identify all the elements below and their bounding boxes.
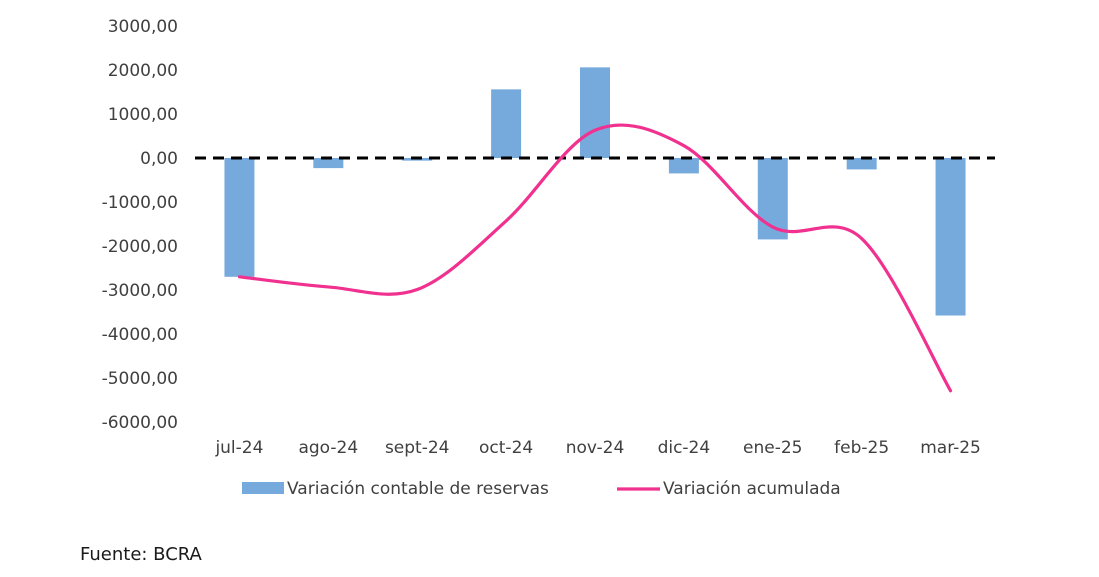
line-variacion-acumulada (237, 123, 953, 393)
x-tick-label: sept-24 (385, 438, 450, 458)
y-axis-tick-labels: 3000,00 2000,00 1000,00 0,00 -1000,00 -2000,0… (102, 17, 178, 433)
x-tick-label: mar-25 (920, 438, 981, 458)
x-tick-label: oct-24 (479, 438, 533, 458)
bar-feb-25 (846, 158, 877, 170)
y-tick-label: 3000,00 (108, 17, 178, 37)
y-tick-label: -6000,00 (102, 413, 178, 433)
x-tick-label: feb-25 (834, 438, 889, 458)
line-series-acumulada (237, 123, 953, 393)
x-tick-label: ago-24 (298, 438, 358, 458)
x-tick-label: nov-24 (566, 438, 625, 458)
y-tick-label: -2000,00 (102, 237, 178, 257)
y-tick-label: -3000,00 (102, 281, 178, 301)
bar-mar-25 (935, 158, 966, 316)
legend-label-bar: Variación contable de reservas (287, 479, 549, 499)
y-tick-label: 2000,00 (108, 61, 178, 81)
legend-label-line: Variación acumulada (663, 479, 841, 499)
y-tick-label: -4000,00 (102, 325, 178, 345)
bar-ago-24 (313, 158, 344, 169)
y-tick-label: 0,00 (140, 149, 178, 169)
bar-oct-24 (491, 89, 522, 158)
bar-jul-24 (224, 158, 255, 277)
x-tick-label: dic-24 (658, 438, 711, 458)
bar-nov-24 (580, 67, 610, 158)
bar-series-reservas (224, 67, 966, 316)
y-tick-label: -1000,00 (102, 193, 178, 213)
x-tick-label: ene-25 (743, 438, 802, 458)
y-tick-label: -5000,00 (102, 369, 178, 389)
x-tick-label: jul-24 (214, 438, 263, 458)
bar-dic-24 (668, 158, 699, 174)
source-note: Fuente: BCRA (80, 544, 202, 565)
legend-swatch-bar (242, 482, 284, 494)
legend: Variación contable de reservas Variación … (242, 479, 841, 499)
x-axis-tick-labels: jul-24 ago-24 sept-24 oct-24 nov-24 dic-24 ene… (214, 438, 980, 458)
y-tick-label: 1000,00 (108, 105, 178, 125)
